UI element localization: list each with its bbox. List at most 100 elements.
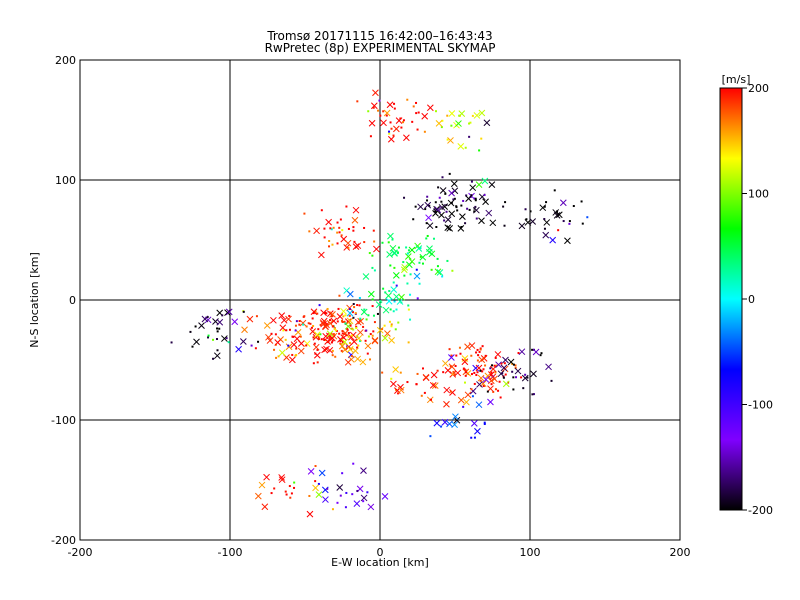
data-point-dot: [483, 193, 486, 196]
data-point-dot: [344, 314, 347, 317]
data-point-dot: [339, 218, 342, 221]
data-point-dot: [317, 328, 320, 331]
data-point-dot: [357, 344, 360, 347]
data-point-dot: [339, 340, 342, 343]
data-point-cross: [338, 342, 346, 350]
colorbar-tick-label: -200: [748, 504, 773, 517]
data-point-dot: [435, 225, 438, 228]
data-point-cross: [545, 363, 552, 371]
data-point-cross: [312, 343, 320, 351]
data-point-cross: [408, 258, 416, 265]
data-point-cross: [393, 125, 400, 133]
data-point-cross: [297, 347, 305, 355]
data-point-dot: [497, 389, 500, 392]
data-point-dot: [532, 393, 535, 396]
data-point-dot: [482, 385, 485, 388]
data-point-dot: [432, 237, 435, 240]
data-point-dot: [446, 259, 449, 262]
data-point-dot: [371, 266, 374, 269]
data-point-dot: [372, 106, 375, 109]
data-point-dot: [470, 436, 473, 439]
data-point-dot: [557, 229, 560, 232]
data-point-dot: [500, 362, 503, 365]
data-point-dot: [339, 494, 342, 497]
data-point-dot: [483, 423, 486, 426]
data-point-cross: [426, 222, 434, 230]
colorbar-tick-label: 0: [748, 293, 755, 306]
data-point-dot: [520, 376, 523, 379]
data-point-cross: [426, 245, 433, 252]
data-point-dot: [568, 220, 571, 223]
data-point-dot: [379, 300, 382, 303]
data-point-cross: [408, 246, 416, 254]
data-point-dot: [455, 205, 458, 208]
data-point-dot: [393, 300, 396, 303]
data-point-cross: [367, 290, 375, 298]
data-point-dot: [454, 364, 457, 367]
data-point-cross: [451, 187, 459, 195]
data-point-dot: [493, 364, 496, 367]
data-point-cross: [488, 181, 496, 189]
data-point-cross: [478, 217, 485, 225]
data-point-dot: [470, 373, 473, 376]
data-point-dot: [329, 336, 332, 339]
data-point-dot: [514, 366, 517, 369]
data-point-cross: [530, 370, 537, 378]
data-point-dot: [332, 333, 335, 336]
data-point-cross: [389, 244, 397, 252]
data-point-cross: [322, 323, 329, 331]
data-point-dot: [338, 332, 341, 335]
data-point-cross: [324, 338, 331, 345]
data-point-cross: [285, 343, 293, 351]
data-point-cross: [455, 120, 462, 127]
data-point-cross: [285, 315, 292, 323]
data-point-dot: [465, 369, 468, 372]
data-point-cross: [464, 343, 471, 351]
data-point-dot: [441, 275, 444, 278]
data-point-dot: [371, 305, 374, 308]
data-point-dot: [452, 198, 455, 201]
data-point-dot: [429, 435, 432, 438]
data-point-dot: [313, 342, 316, 345]
data-point-dot: [287, 344, 290, 347]
data-point-dot: [407, 249, 410, 252]
data-point-cross: [290, 341, 298, 348]
data-point-dot: [453, 373, 456, 376]
data-point-dot: [329, 319, 332, 322]
data-point-dot: [373, 269, 376, 272]
data-point-dot: [336, 242, 339, 245]
data-point-cross: [239, 338, 247, 345]
data-point-dot: [338, 226, 341, 229]
data-point-cross: [507, 358, 515, 366]
data-point-cross: [392, 272, 400, 279]
data-point-cross: [487, 398, 494, 406]
data-point-dot: [460, 225, 463, 228]
data-point-cross: [382, 306, 390, 314]
data-point-cross: [431, 382, 439, 389]
data-point-cross: [312, 484, 319, 492]
data-point-cross: [448, 354, 455, 361]
data-point-dot: [406, 252, 409, 255]
data-point-dot: [323, 236, 326, 239]
data-point-dot: [464, 146, 467, 149]
data-point-dot: [394, 328, 397, 331]
data-point-dot: [284, 338, 287, 341]
data-point-dot: [450, 124, 453, 127]
chart-title: Tromsø 20171115 16:42:00–16:43:43: [266, 29, 492, 43]
data-point-dot: [381, 328, 384, 331]
data-point-dot: [476, 348, 479, 351]
data-point-dot: [498, 380, 501, 383]
data-point-cross: [318, 469, 326, 477]
data-point-dot: [451, 269, 454, 272]
data-point-dot: [372, 229, 375, 232]
data-point-dot: [390, 377, 393, 380]
data-point-cross: [346, 309, 354, 317]
data-point-cross: [386, 101, 394, 109]
data-point-dot: [430, 268, 433, 271]
data-point-cross: [446, 420, 453, 428]
data-point-dot: [466, 207, 469, 210]
data-point-dot: [326, 307, 329, 310]
data-point-dot: [420, 394, 423, 397]
data-point-dot: [409, 318, 412, 321]
data-point-dot: [572, 205, 575, 208]
